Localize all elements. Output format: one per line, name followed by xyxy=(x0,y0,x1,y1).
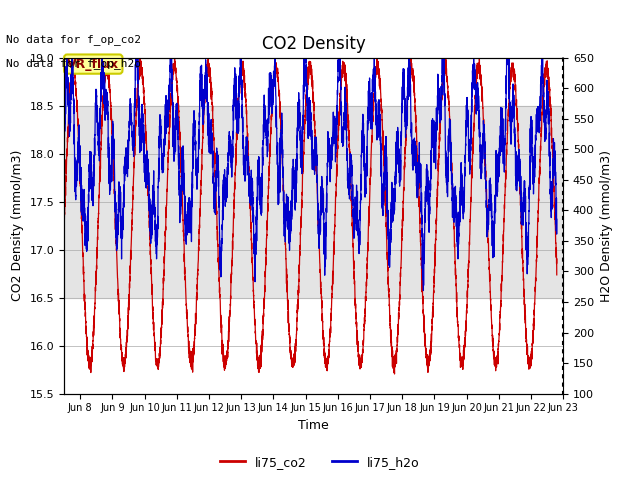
Y-axis label: H2O Density (mmol/m3): H2O Density (mmol/m3) xyxy=(600,150,612,301)
Legend: li75_co2, li75_h2o: li75_co2, li75_h2o xyxy=(215,451,425,474)
Y-axis label: CO2 Density (mmol/m3): CO2 Density (mmol/m3) xyxy=(11,150,24,301)
X-axis label: Time: Time xyxy=(298,419,329,432)
Text: No data for f_op_h2o: No data for f_op_h2o xyxy=(6,58,141,69)
Bar xyxy=(64,106,563,298)
Text: No data for f_op_co2: No data for f_op_co2 xyxy=(6,34,141,45)
Title: CO2 Density: CO2 Density xyxy=(262,35,365,53)
Text: VR_flux: VR_flux xyxy=(67,58,119,71)
